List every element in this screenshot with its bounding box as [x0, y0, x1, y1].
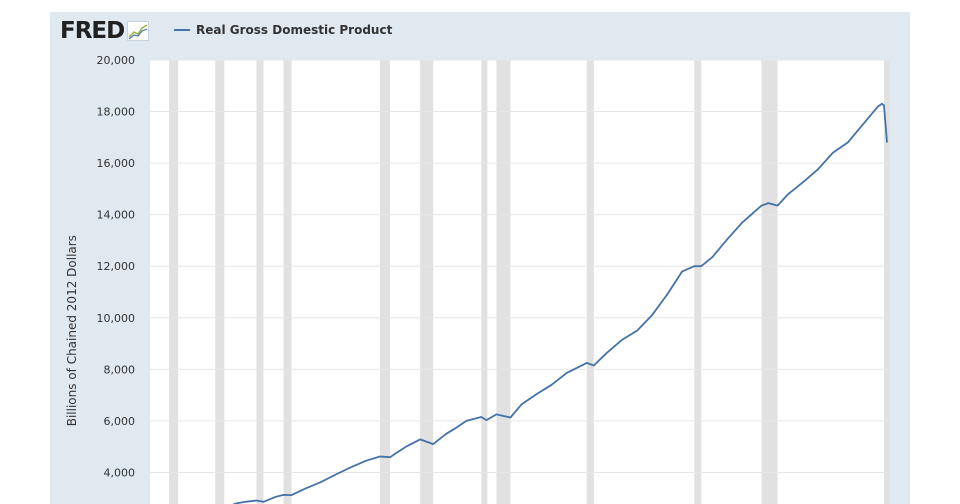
fred-logo[interactable]: FRED: [60, 18, 150, 44]
y-tick-label: 6,000: [104, 415, 136, 428]
recession-band: [283, 60, 292, 504]
recession-band: [761, 60, 778, 504]
y-tick-label: 20,000: [97, 54, 136, 67]
recession-band: [379, 60, 390, 504]
y-tick-label: 12,000: [97, 260, 136, 273]
logo-text: FRED: [60, 18, 125, 44]
recession-band: [169, 60, 179, 504]
gdp-series-line: [232, 102, 888, 504]
y-tick-label: 8,000: [104, 363, 136, 376]
y-tick-label: 16,000: [97, 157, 136, 170]
recession-band: [256, 60, 264, 504]
recession-band: [694, 60, 702, 504]
recession-band: [883, 60, 890, 504]
y-axis-title: Billions of Chained 2012 Dollars: [65, 235, 79, 426]
y-tick-label: 18,000: [97, 106, 136, 119]
recession-band: [496, 60, 511, 504]
recession-band: [586, 60, 594, 504]
legend-label: Real Gross Domestic Product: [196, 23, 393, 37]
legend-swatch: [174, 29, 190, 31]
logo-graph-icon: [127, 21, 150, 41]
y-tick-label: 14,000: [97, 209, 136, 222]
y-tick-label: 10,000: [97, 312, 136, 325]
recession-band: [420, 60, 434, 504]
recession-band: [215, 60, 225, 504]
recession-band: [481, 60, 488, 504]
chart-legend: Real Gross Domestic Product: [174, 23, 392, 37]
y-tick-label: 4,000: [104, 466, 136, 479]
